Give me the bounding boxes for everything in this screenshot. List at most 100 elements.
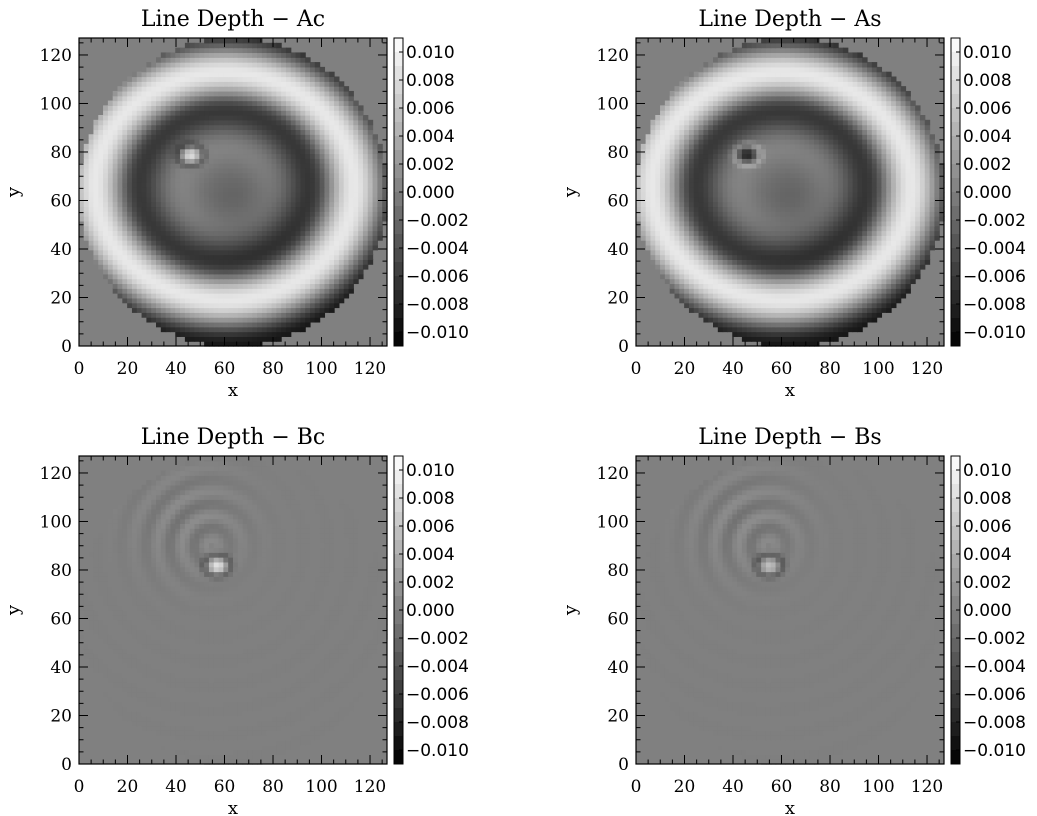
heatmap-cell [233, 293, 239, 299]
heatmap-cell [151, 105, 157, 111]
heatmap-cell [271, 297, 277, 304]
heatmap-cell [233, 240, 239, 246]
heatmap-cell [184, 47, 191, 54]
heatmap-cell [281, 317, 287, 323]
heatmap-cell [180, 110, 186, 116]
heatmap-cell [237, 235, 244, 241]
heatmap-cell [213, 143, 220, 150]
heatmap-cell [141, 312, 147, 318]
heatmap-cell [266, 42, 273, 49]
colorbar-band [394, 66, 403, 81]
heatmap-cell [833, 297, 839, 304]
heatmap-cell [717, 225, 724, 232]
heatmap-cell [242, 52, 249, 58]
heatmap-cell [310, 269, 316, 275]
heatmap-cell [83, 177, 90, 183]
heatmap-cell [208, 42, 215, 49]
heatmap-cell [746, 259, 753, 265]
heatmap-cell [107, 278, 114, 285]
heatmap-cell [213, 312, 220, 318]
heatmap-cell [669, 216, 676, 222]
heatmap-cell [151, 158, 157, 164]
heatmap-cell [329, 158, 335, 164]
heatmap-cell [367, 153, 374, 159]
heatmap-cell [160, 134, 167, 140]
heatmap-cell [669, 225, 676, 232]
heatmap-cell [204, 71, 210, 78]
heatmap-cell [247, 172, 253, 179]
heatmap-cell [305, 293, 311, 299]
heatmap-cell [266, 167, 273, 174]
heatmap-cell [382, 187, 388, 193]
heatmap-cell [233, 124, 239, 131]
heatmap-cell [117, 148, 123, 155]
heatmap-cell [310, 187, 316, 193]
heatmap-cell [669, 220, 676, 227]
heatmap-cell [233, 167, 239, 174]
heatmap-cell [761, 283, 767, 289]
heatmap-cell [833, 317, 839, 323]
heatmap-cell [189, 259, 196, 265]
heatmap-cell [136, 220, 143, 227]
heatmap-cell [194, 129, 200, 135]
heatmap-cell [237, 230, 244, 236]
heatmap-cell [310, 124, 316, 131]
heatmap-cell [208, 216, 215, 222]
heatmap-cell [818, 220, 825, 227]
heatmap-cell [314, 76, 321, 82]
heatmap-cell [324, 235, 330, 241]
heatmap-cell [857, 244, 863, 251]
heatmap-cell [170, 264, 176, 270]
heatmap-cell [823, 283, 830, 289]
heatmap-cell [117, 206, 123, 212]
heatmap-cell [713, 244, 719, 251]
heatmap-cell [79, 196, 85, 203]
heatmap-cell [660, 273, 666, 280]
heatmap-cell [847, 259, 854, 265]
heatmap-cell [223, 321, 229, 328]
heatmap-cell [266, 148, 273, 155]
heatmap-cell [775, 196, 781, 203]
heatmap-cell [276, 81, 282, 87]
heatmap-cell [645, 211, 652, 217]
heatmap-cell [213, 307, 220, 313]
heatmap-cell [314, 163, 321, 169]
heatmap-cell [151, 119, 157, 126]
heatmap-cell [103, 187, 109, 193]
heatmap-cell [862, 288, 868, 294]
heatmap-cell [814, 326, 820, 333]
heatmap-cell [794, 307, 801, 313]
heatmap-cell [146, 134, 152, 140]
heatmap-cell [141, 307, 147, 313]
heatmap-cell [295, 326, 301, 333]
heatmap-cell [160, 206, 167, 212]
heatmap-cell [377, 148, 383, 155]
heatmap-cell [218, 76, 224, 82]
heatmap-cell [727, 288, 733, 294]
heatmap-cell [233, 129, 239, 135]
heatmap-cell [852, 288, 858, 294]
heatmap-cell [305, 225, 311, 232]
heatmap-cell [180, 71, 186, 78]
heatmap-cell [180, 134, 186, 140]
heatmap-cell [160, 259, 167, 265]
heatmap-cell [688, 240, 695, 246]
heatmap-cell [713, 312, 719, 318]
heatmap-cell [891, 269, 897, 275]
heatmap-cell [122, 129, 128, 135]
heatmap-cell [900, 244, 907, 251]
heatmap-cell [334, 158, 340, 164]
heatmap-cell [136, 115, 143, 121]
heatmap-cell [799, 312, 806, 318]
heatmap-cell [295, 317, 301, 323]
heatmap-cell [348, 158, 354, 164]
heatmap-cell [223, 47, 229, 54]
heatmap-cell [362, 115, 369, 121]
heatmap-cell [189, 288, 196, 294]
heatmap-cell [127, 297, 133, 304]
heatmap-cell [737, 211, 743, 217]
heatmap-cell [146, 254, 152, 260]
heatmap-cell [295, 288, 301, 294]
heatmap-cell [698, 288, 704, 294]
heatmap-cell [852, 317, 858, 323]
